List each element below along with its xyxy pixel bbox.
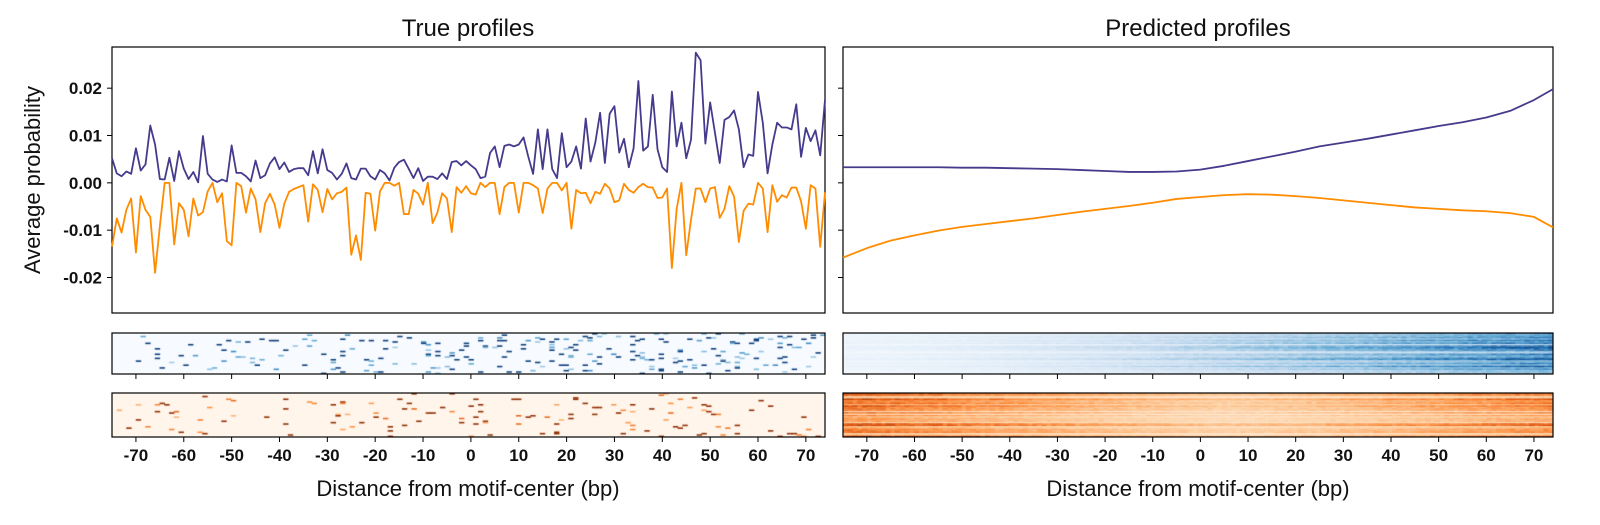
y-tick-label: 0.02	[69, 79, 102, 98]
y-tick-label: 0.01	[69, 127, 102, 146]
series-line-negative	[842, 193, 1554, 259]
true-profiles-plot: 0.02 0.01 0.00 -0.01 -0.02	[63, 46, 826, 314]
true-negative-heatmap	[112, 393, 825, 437]
series-line-negative	[111, 181, 826, 274]
y-axis-label: Average probability	[20, 86, 45, 274]
series-line-positive	[843, 88, 1554, 173]
predicted-profiles-plot	[838, 46, 1554, 314]
right-x-axis-label: Distance from motif-center (bp)	[1046, 476, 1349, 501]
predicted-positive-heatmap	[843, 333, 1553, 374]
predicted-negative-heatmap	[843, 393, 1553, 437]
y-tick-label: 0.00	[69, 174, 102, 193]
axes-frame	[842, 46, 1554, 314]
true-positive-heatmap	[112, 333, 825, 374]
left-panel-title: True profiles	[402, 15, 535, 42]
series-line-positive	[111, 51, 826, 184]
y-tick-label: -0.01	[63, 221, 102, 240]
left-x-axis-label: Distance from motif-center (bp)	[316, 476, 619, 501]
y-tick-label: -0.02	[63, 269, 102, 288]
axes-frame	[111, 46, 826, 314]
right-panel-title: Predicted profiles	[1105, 15, 1290, 42]
